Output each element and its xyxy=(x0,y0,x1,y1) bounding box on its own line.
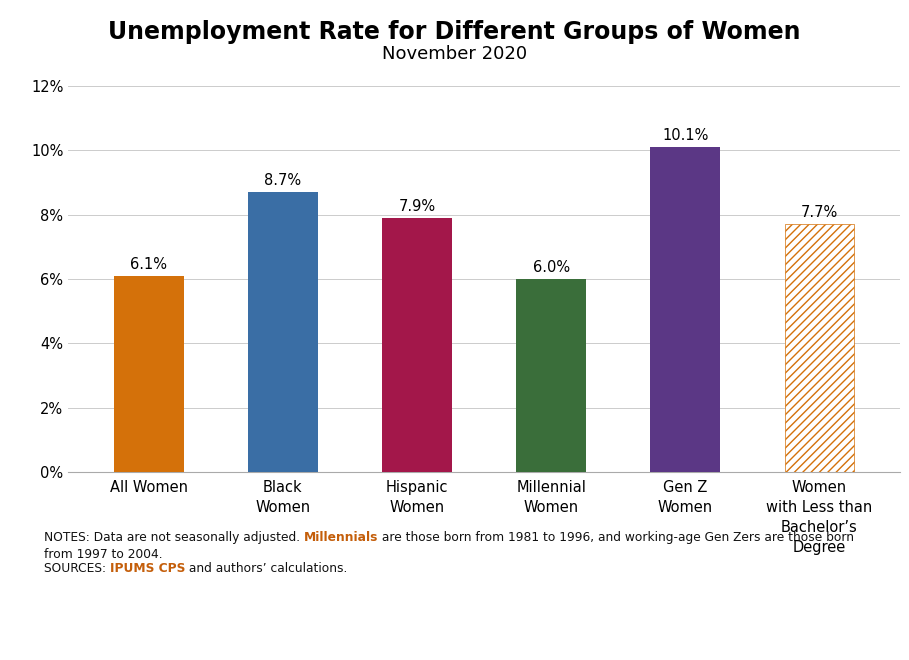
Text: 8.7%: 8.7% xyxy=(265,173,302,188)
Text: SOURCES:: SOURCES: xyxy=(44,562,109,576)
Text: Unemployment Rate for Different Groups of Women: Unemployment Rate for Different Groups o… xyxy=(108,20,801,44)
Text: 7.9%: 7.9% xyxy=(398,199,435,214)
Text: 7.7%: 7.7% xyxy=(801,205,838,220)
Text: of: of xyxy=(169,630,182,643)
Bar xyxy=(516,279,586,472)
Text: NOTES: Data are not seasonally adjusted.: NOTES: Data are not seasonally adjusted. xyxy=(44,531,304,544)
Text: 6.0%: 6.0% xyxy=(533,260,570,275)
Bar xyxy=(651,147,720,472)
Bar xyxy=(784,224,854,472)
Text: 10.1%: 10.1% xyxy=(662,128,708,143)
Text: Millennials: Millennials xyxy=(304,531,378,544)
Text: St. Louis: St. Louis xyxy=(182,630,242,643)
Text: November 2020: November 2020 xyxy=(382,45,527,63)
Text: from 1997 to 2004.: from 1997 to 2004. xyxy=(44,548,163,561)
Text: are those born from 1981 to 1996, and working-age Gen Zers are those born: are those born from 1981 to 1996, and wo… xyxy=(378,531,854,544)
Text: Federal Reserve Bank: Federal Reserve Bank xyxy=(20,630,169,643)
Text: IPUMS CPS: IPUMS CPS xyxy=(109,562,185,576)
Bar xyxy=(382,218,452,472)
Bar xyxy=(248,192,318,472)
Text: 6.1%: 6.1% xyxy=(130,257,167,272)
Bar xyxy=(784,224,854,472)
Text: and authors’ calculations.: and authors’ calculations. xyxy=(185,562,347,576)
Bar xyxy=(114,276,184,472)
